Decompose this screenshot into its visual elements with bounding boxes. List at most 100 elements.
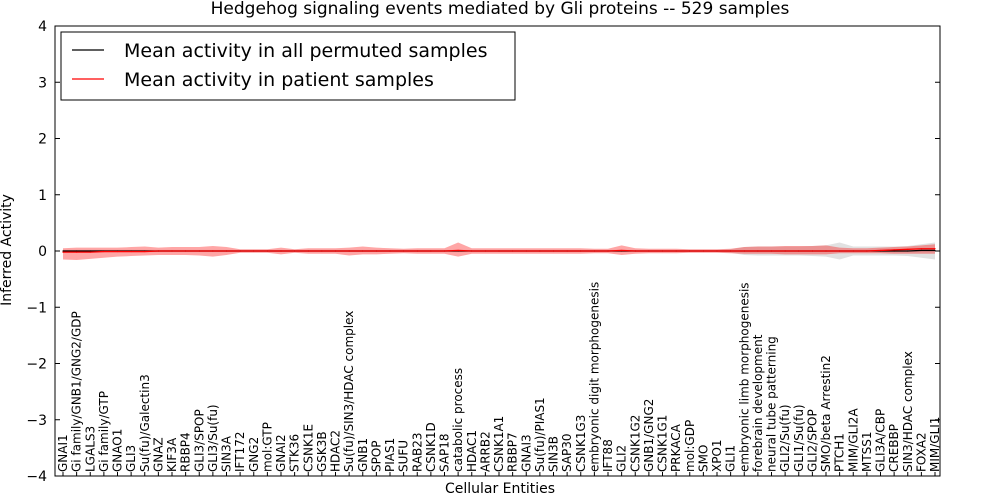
x-tick-label: ARRB2 (478, 431, 492, 472)
x-tick-label: GNAZ (151, 437, 165, 472)
x-tick-label: Su(fu)/PIAS1 (533, 397, 547, 472)
data-point-patient (321, 250, 323, 252)
data-point-patient (798, 250, 800, 252)
x-tick-label: GLI3 (124, 445, 138, 472)
data-point-patient (389, 250, 391, 252)
x-tick-label: SMO/beta Arrestin2 (819, 355, 833, 472)
x-tick-label: SIN3A (220, 435, 234, 472)
x-tick-label: KIF3A (165, 437, 179, 472)
y-tick-label: 1 (38, 188, 47, 204)
data-point-patient (784, 250, 786, 252)
data-point-patient (307, 250, 309, 252)
data-point-patient (661, 250, 664, 252)
data-point-patient (580, 250, 582, 252)
legend: Mean activity in all permuted samples Me… (60, 31, 516, 101)
data-point-patient (212, 250, 214, 252)
data-point-patient (416, 250, 418, 252)
x-tick-label: IFT172 (233, 432, 247, 472)
data-point-permuted (920, 249, 922, 252)
data-point-patient (539, 250, 541, 252)
legend-box (60, 31, 516, 101)
x-tick-label: mol:GTP (260, 422, 274, 472)
data-point-patient (280, 250, 282, 252)
x-tick-label: mol:GDP (683, 420, 697, 472)
data-point-patient (484, 250, 486, 252)
x-tick-label: MIM/GLI2A (846, 408, 860, 472)
data-point-patient (403, 250, 405, 252)
x-tick-label: CSNK1A1 (492, 416, 506, 472)
x-tick-label: CSNK1G1 (656, 415, 670, 472)
x-tick-label: SUFU (397, 440, 411, 472)
x-tick-label: GLI1/Su(fu) (792, 404, 806, 472)
data-point-patient (239, 250, 241, 252)
x-tick-label: Su(fu)/Galectin3 (138, 374, 152, 472)
data-point-patient (89, 251, 91, 253)
data-point-patient (852, 250, 854, 252)
data-point-patient (334, 250, 337, 252)
x-tick-label: SPOP (369, 440, 383, 472)
data-point-patient (457, 249, 459, 252)
x-tick-label: SAP18 (438, 433, 452, 472)
y-axis-label: Inferred Activity (0, 194, 15, 306)
data-point-patient (348, 250, 350, 252)
y-tick-label: −1 (26, 300, 47, 316)
data-point-patient (116, 250, 119, 253)
y-tick-label: 4 (38, 19, 47, 35)
x-tick-label: STK36 (288, 434, 302, 472)
data-point-patient (375, 250, 377, 252)
x-tick-label: GNB1 (356, 438, 370, 472)
data-point-patient (716, 250, 718, 252)
x-tick-label: forebrain development (751, 334, 765, 472)
x-tick-label: GLI2/SPOP (805, 409, 819, 472)
data-point-patient (430, 250, 432, 252)
data-point-permuted (893, 250, 895, 252)
data-point-patient (648, 250, 650, 252)
data-point-permuted (76, 250, 78, 252)
data-point-permuted (907, 250, 909, 252)
x-tick-label: GNB1/GNG2 (642, 399, 656, 472)
data-point-patient (866, 250, 868, 252)
x-tick-label: GNG2 (247, 437, 261, 472)
x-tick-label: CSNK1D (424, 422, 438, 472)
data-point-patient (294, 250, 296, 252)
y-tick-label: −2 (26, 357, 47, 373)
data-point-patient (471, 250, 473, 252)
x-tick-label: GLI3/SPOP (192, 409, 206, 472)
data-point-patient (675, 250, 677, 252)
data-point-patient (743, 250, 745, 252)
data-point-patient (730, 250, 732, 252)
data-point-patient (920, 248, 922, 250)
data-point-patient (512, 250, 514, 252)
y-tick-label: −4 (26, 469, 47, 485)
x-tick-label: IFT88 (601, 439, 615, 472)
x-tick-label: embryonic limb morphogenesis (737, 282, 751, 472)
x-tick-label: GLI3/Su(fu) (206, 404, 220, 472)
data-point-patient (811, 250, 813, 252)
x-tick-label: GNAO1 (111, 429, 125, 472)
x-tick-label: PIAS1 (383, 438, 397, 472)
data-point-patient (185, 250, 187, 252)
x-tick-label: PTCH1 (833, 433, 847, 472)
data-point-patient (253, 250, 255, 252)
x-tick-label: FOXA2 (914, 432, 928, 472)
data-point-patient (893, 249, 895, 251)
x-tick-label: Su(fu)/SIN3/HDAC complex (342, 311, 356, 472)
x-tick-label: embryonic digit morphogenesis (587, 282, 601, 472)
y-tick-label: 0 (38, 244, 47, 260)
x-tick-label: PRKACA (669, 423, 683, 472)
x-tick-label: RBBP7 (506, 432, 520, 472)
x-tick-label: GNAI3 (519, 434, 533, 472)
x-tick-label: RBBP4 (179, 432, 193, 472)
data-point-patient (702, 250, 704, 252)
data-point-patient (634, 250, 636, 252)
chart-title: Hedgehog signaling events mediated by Gl… (211, 0, 790, 19)
data-point-patient (757, 250, 759, 252)
y-axis: 4 3 2 1 0 −1 −2 −3 −4 (26, 19, 940, 485)
data-point-patient (62, 251, 64, 253)
x-tick-label: Gi family/GTP (97, 391, 111, 472)
data-point-patient (225, 250, 228, 252)
x-tick-label: SAP30 (560, 433, 574, 472)
data-point-patient (198, 250, 200, 252)
data-point-patient (934, 248, 936, 250)
